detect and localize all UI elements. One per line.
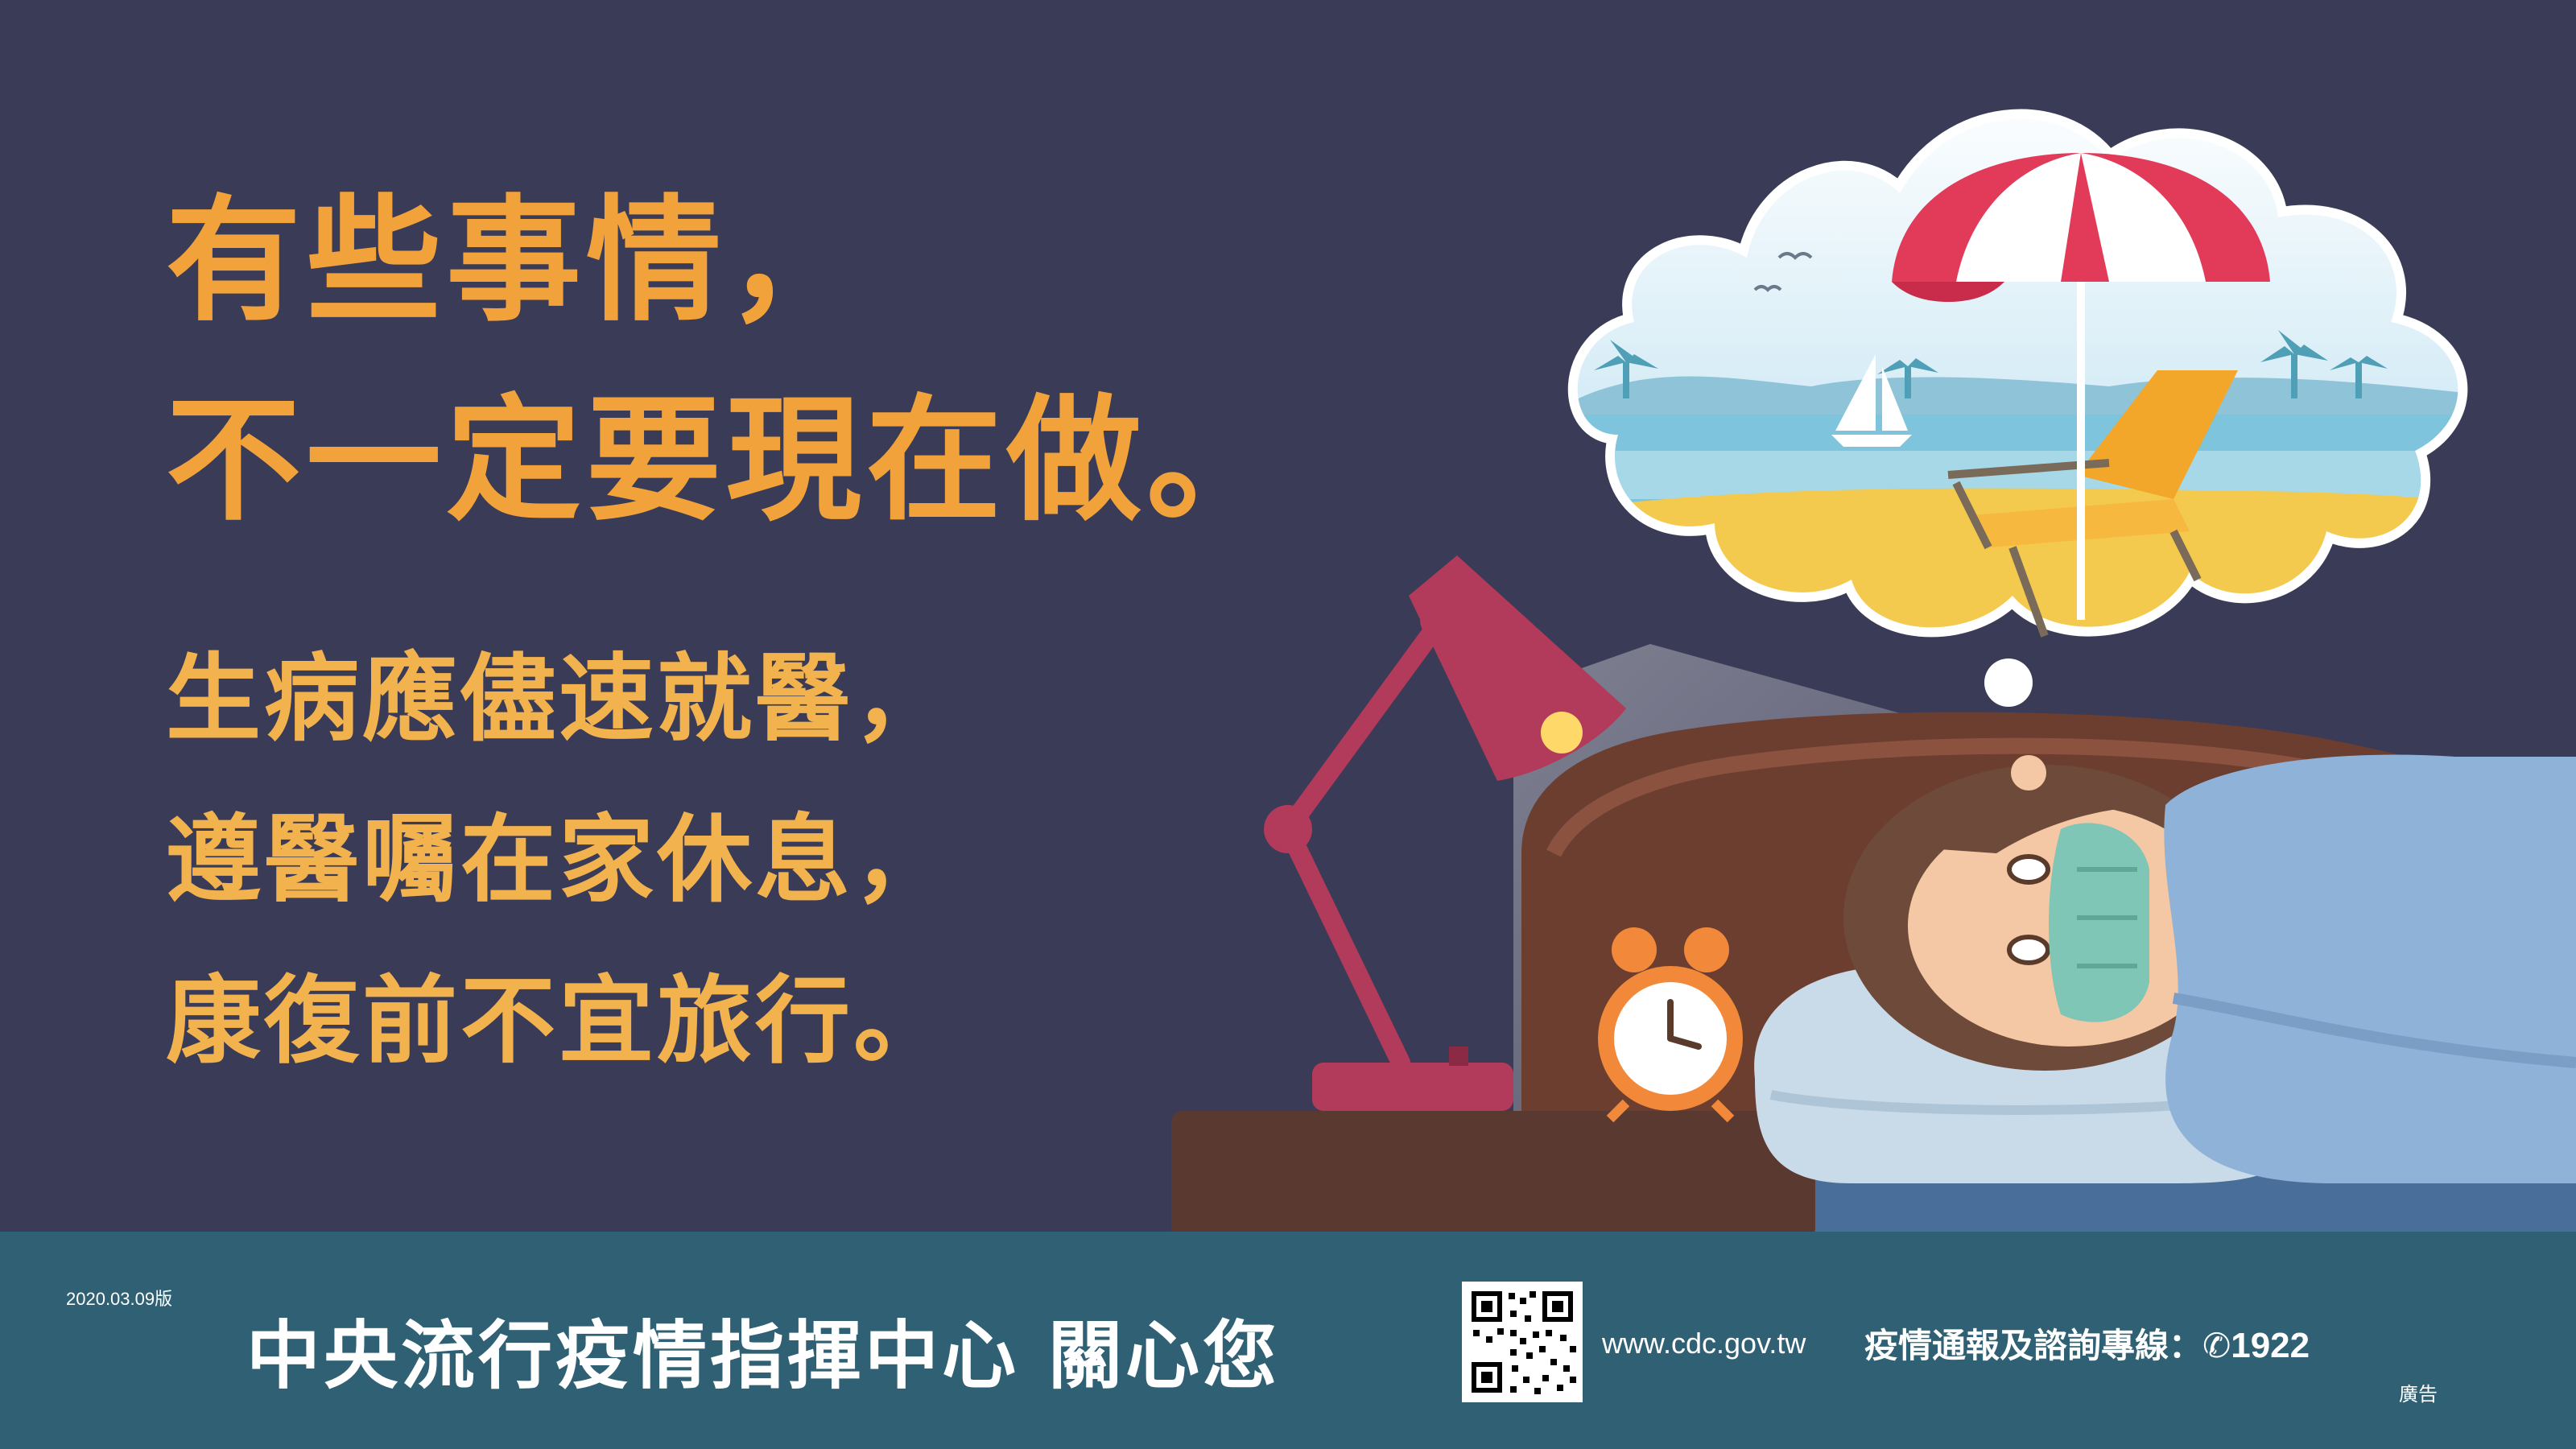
- qr-code-icon[interactable]: [1462, 1282, 1583, 1402]
- phone-icon: ✆: [2202, 1326, 2231, 1365]
- hotline-number[interactable]: 1922: [2231, 1326, 2310, 1365]
- headline-line-1: 有些事情，: [166, 161, 1286, 361]
- advice-line-1: 生病應儘速就醫，: [166, 618, 952, 779]
- advice-line-2: 遵醫囑在家休息，: [166, 779, 952, 940]
- website-link[interactable]: www.cdc.gov.tw: [1602, 1327, 1806, 1360]
- organization-name: 中央流行疫情指揮中心 關心您: [246, 1296, 1280, 1403]
- headline-line-2: 不一定要現在做。: [166, 361, 1286, 560]
- hotline-label: 疫情通報及諮詢專線：: [1864, 1326, 2202, 1365]
- hotline-info: 疫情通報及諮詢專線：✆1922: [1864, 1319, 2310, 1368]
- version-label: 2020.03.09版: [66, 1285, 172, 1311]
- thought-bubble-icon: [1530, 80, 2496, 660]
- advice-line-3: 康復前不宜旅行。: [166, 940, 952, 1101]
- headline: 有些事情， 不一定要現在做。: [166, 161, 1286, 560]
- ad-tag: 廣告: [2399, 1378, 2438, 1406]
- advice-text: 生病應儘速就醫， 遵醫囑在家休息， 康復前不宜旅行。: [166, 618, 952, 1101]
